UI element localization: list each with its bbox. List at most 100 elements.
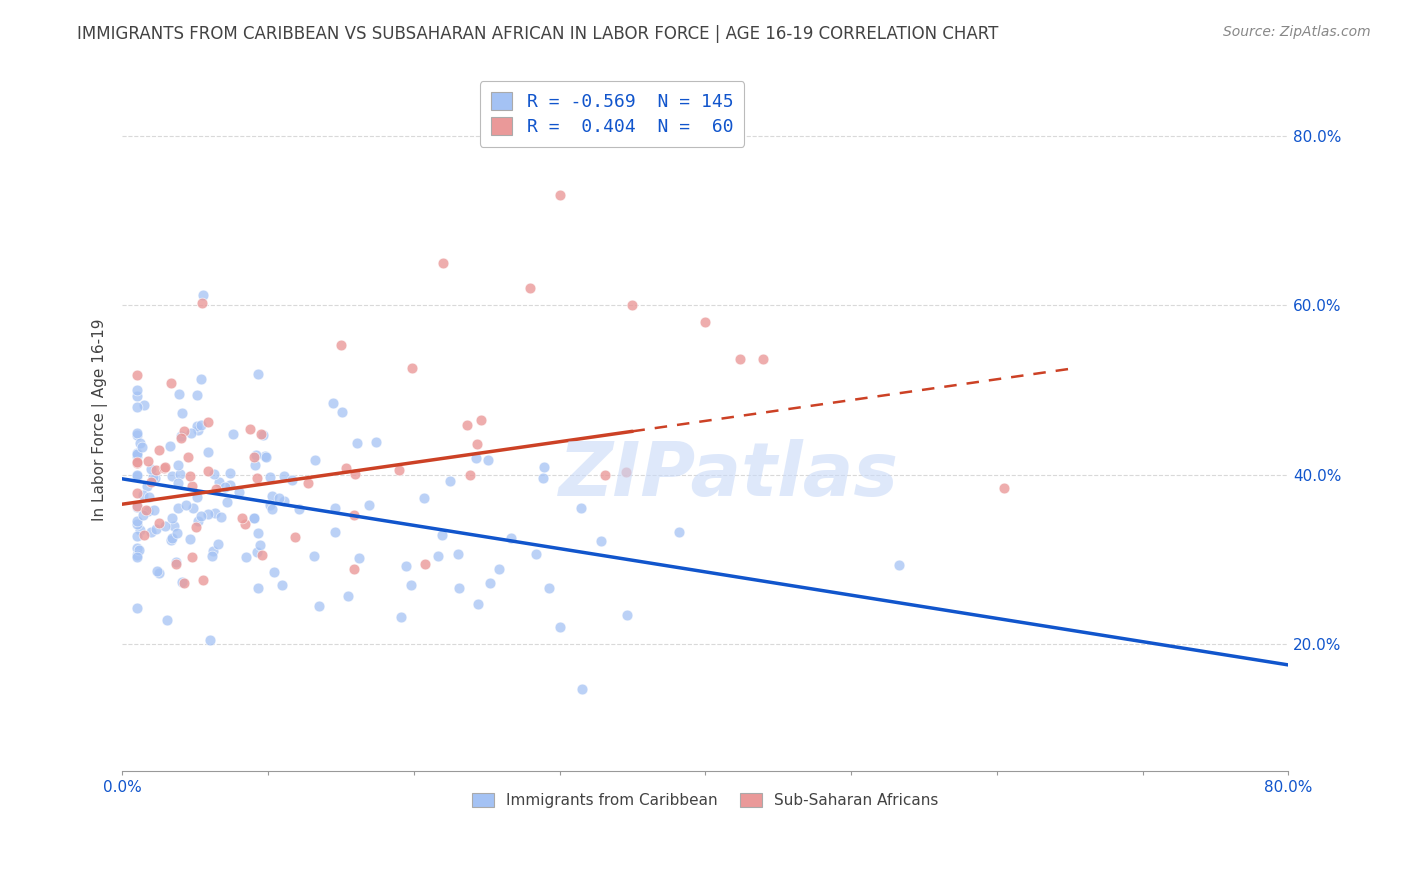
Point bbox=[152, 461, 174, 475]
Point bbox=[197, 508, 219, 522]
Y-axis label: In Labor Force | Age 16-19: In Labor Force | Age 16-19 bbox=[93, 318, 108, 521]
Text: Source: ZipAtlas.com: Source: ZipAtlas.com bbox=[1223, 25, 1371, 39]
Point bbox=[297, 475, 319, 490]
Point bbox=[993, 481, 1015, 495]
Point bbox=[387, 463, 409, 477]
Point bbox=[391, 609, 413, 624]
Point bbox=[186, 490, 208, 504]
Point bbox=[231, 511, 253, 525]
Point bbox=[343, 467, 366, 482]
Point bbox=[207, 537, 229, 551]
Point bbox=[160, 511, 183, 525]
Point bbox=[127, 368, 149, 383]
Point bbox=[201, 549, 224, 564]
Point bbox=[243, 511, 266, 525]
Point bbox=[252, 548, 274, 562]
Legend: Immigrants from Caribbean, Sub-Saharan Africans: Immigrants from Caribbean, Sub-Saharan A… bbox=[464, 785, 946, 815]
Point bbox=[591, 534, 613, 549]
Point bbox=[125, 455, 148, 469]
Point bbox=[148, 443, 170, 458]
Point bbox=[170, 429, 193, 443]
Point bbox=[170, 575, 193, 590]
Point bbox=[191, 288, 214, 302]
Point bbox=[166, 526, 188, 541]
Point bbox=[259, 470, 281, 484]
Point bbox=[349, 550, 371, 565]
Point bbox=[148, 566, 170, 581]
Point bbox=[246, 544, 269, 558]
Point bbox=[131, 440, 153, 454]
Point bbox=[215, 494, 238, 508]
Point bbox=[191, 573, 214, 587]
Point bbox=[426, 549, 449, 564]
Point bbox=[132, 508, 155, 522]
Point bbox=[135, 479, 157, 493]
Point bbox=[412, 491, 434, 506]
Point bbox=[197, 464, 219, 478]
Point bbox=[439, 474, 461, 488]
Point bbox=[128, 543, 150, 558]
Point bbox=[243, 450, 266, 464]
Point bbox=[197, 415, 219, 429]
Point bbox=[263, 566, 285, 580]
Point bbox=[228, 485, 250, 500]
Point bbox=[145, 463, 167, 477]
Point bbox=[330, 404, 353, 418]
Point bbox=[156, 614, 179, 628]
Point bbox=[129, 523, 152, 537]
Point bbox=[246, 525, 269, 540]
Point bbox=[621, 298, 644, 312]
Point bbox=[401, 577, 423, 591]
Point bbox=[138, 491, 160, 505]
Point bbox=[254, 449, 277, 463]
Point bbox=[593, 468, 616, 483]
Point bbox=[190, 372, 212, 386]
Point bbox=[218, 466, 240, 480]
Point bbox=[219, 478, 242, 492]
Point bbox=[281, 473, 304, 487]
Point bbox=[262, 502, 284, 516]
Point bbox=[208, 475, 231, 489]
Point bbox=[160, 376, 183, 390]
Point bbox=[125, 449, 148, 463]
Point bbox=[343, 508, 366, 522]
Point bbox=[308, 599, 330, 614]
Point bbox=[246, 367, 269, 381]
Point bbox=[346, 435, 368, 450]
Point bbox=[254, 450, 277, 464]
Point bbox=[170, 431, 193, 445]
Point bbox=[125, 469, 148, 483]
Point bbox=[571, 681, 593, 696]
Point bbox=[323, 524, 346, 539]
Point bbox=[181, 500, 204, 515]
Point bbox=[190, 296, 212, 310]
Point bbox=[335, 461, 357, 475]
Point bbox=[284, 530, 307, 544]
Point bbox=[668, 525, 690, 540]
Point bbox=[125, 601, 148, 615]
Point bbox=[273, 493, 295, 508]
Point bbox=[173, 424, 195, 438]
Point bbox=[479, 575, 502, 590]
Point bbox=[250, 427, 273, 442]
Point bbox=[186, 388, 208, 402]
Point bbox=[239, 422, 262, 436]
Point bbox=[166, 475, 188, 490]
Point bbox=[488, 562, 510, 576]
Point bbox=[153, 518, 176, 533]
Point bbox=[125, 550, 148, 565]
Point bbox=[190, 417, 212, 432]
Point bbox=[366, 435, 388, 450]
Point bbox=[538, 582, 561, 596]
Point bbox=[160, 469, 183, 483]
Point bbox=[132, 528, 155, 542]
Point bbox=[202, 467, 225, 481]
Point bbox=[533, 459, 555, 474]
Point bbox=[531, 471, 554, 485]
Point bbox=[160, 533, 183, 548]
Point bbox=[304, 452, 326, 467]
Point bbox=[132, 488, 155, 502]
Point bbox=[269, 491, 291, 505]
Point bbox=[329, 338, 352, 352]
Text: IMMIGRANTS FROM CARIBBEAN VS SUBSAHARAN AFRICAN IN LABOR FORCE | AGE 16-19 CORRE: IMMIGRANTS FROM CARIBBEAN VS SUBSAHARAN … bbox=[77, 25, 998, 43]
